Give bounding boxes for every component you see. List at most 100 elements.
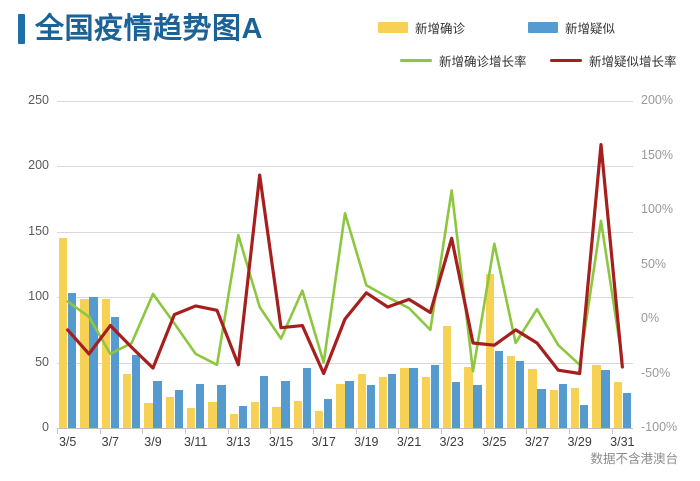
bar-confirmed[interactable] bbox=[613, 382, 623, 428]
x-axis-tick bbox=[185, 428, 186, 434]
gridline-50 bbox=[57, 362, 633, 364]
gridline-0 bbox=[57, 428, 633, 429]
bar-group bbox=[549, 101, 568, 428]
x-axis-tick-label: 3/17 bbox=[311, 435, 336, 449]
bar-suspect[interactable] bbox=[409, 367, 418, 428]
bar-confirmed[interactable] bbox=[186, 408, 196, 428]
bar-group bbox=[464, 101, 482, 428]
bar-confirmed[interactable] bbox=[506, 356, 516, 428]
bar-swatch-icon bbox=[378, 22, 408, 33]
bar-confirmed[interactable] bbox=[229, 413, 239, 428]
bar-confirmed[interactable] bbox=[528, 369, 537, 428]
x-axis-tick-label: 3/25 bbox=[482, 435, 507, 449]
bar-confirmed[interactable] bbox=[80, 298, 89, 428]
y-axis-left-tick-label: 150 bbox=[28, 223, 49, 238]
bar-group bbox=[400, 101, 418, 428]
y-axis-left-tick-label: 200 bbox=[28, 158, 49, 173]
bar-suspect[interactable] bbox=[238, 405, 248, 428]
y-axis-right-tick-label: 50% bbox=[641, 256, 667, 271]
bar-suspect[interactable] bbox=[537, 388, 546, 428]
bar-suspect[interactable] bbox=[302, 367, 312, 428]
bar-confirmed[interactable] bbox=[442, 326, 452, 428]
bar-confirmed[interactable] bbox=[549, 390, 559, 428]
bar-confirmed[interactable] bbox=[208, 401, 217, 428]
bar-suspect[interactable] bbox=[345, 380, 354, 428]
bar-confirmed[interactable] bbox=[314, 411, 324, 428]
bar-suspect[interactable] bbox=[174, 390, 184, 428]
bar-suspect[interactable] bbox=[558, 383, 568, 428]
legend-item-0[interactable]: 新增确诊 bbox=[378, 18, 528, 37]
y-axis-right-tick-label: 0% bbox=[641, 311, 660, 325]
bar-group bbox=[186, 101, 205, 428]
bar-confirmed[interactable] bbox=[250, 401, 260, 428]
bar-group bbox=[357, 101, 376, 428]
y-axis-right-tick-label: -100% bbox=[641, 420, 678, 434]
legend-item-label: 新增确诊 bbox=[415, 22, 466, 36]
bar-suspect[interactable] bbox=[515, 361, 525, 428]
y-axis-right-tick-label: -50% bbox=[641, 365, 671, 380]
bar-confirmed[interactable] bbox=[165, 396, 175, 428]
bar-confirmed[interactable] bbox=[485, 273, 495, 428]
bar-swatch-icon bbox=[528, 22, 558, 33]
bar-group bbox=[293, 101, 312, 428]
bar-suspect[interactable] bbox=[366, 384, 376, 428]
legend-item-1[interactable]: 新增疑似 bbox=[528, 18, 690, 37]
bar-suspect[interactable] bbox=[89, 297, 98, 428]
bar-suspect[interactable] bbox=[387, 374, 397, 428]
bar-confirmed[interactable] bbox=[122, 374, 132, 428]
data-source-note: 数据不含港澳台 bbox=[590, 452, 678, 466]
bar-suspect[interactable] bbox=[153, 380, 162, 428]
bar-confirmed[interactable] bbox=[400, 367, 409, 428]
chart-plot-area bbox=[57, 101, 633, 429]
bar-suspect[interactable] bbox=[131, 354, 141, 428]
legend-item-2[interactable]: 新增确诊增长率 bbox=[400, 51, 528, 70]
bar-confirmed[interactable] bbox=[293, 400, 303, 428]
bar-suspect[interactable] bbox=[281, 380, 290, 428]
bar-group bbox=[250, 101, 269, 428]
bar-suspect[interactable] bbox=[323, 399, 333, 428]
line-series-confirmed-rate bbox=[66, 189, 624, 373]
bar-confirmed[interactable] bbox=[592, 365, 601, 428]
x-axis-tick-label: 3/9 bbox=[144, 435, 162, 449]
bar-suspect[interactable] bbox=[259, 375, 269, 428]
bar-group bbox=[80, 101, 98, 428]
bar-suspect[interactable] bbox=[195, 383, 205, 428]
bar-suspect[interactable] bbox=[473, 384, 482, 428]
bar-confirmed[interactable] bbox=[336, 383, 345, 428]
bar-suspect[interactable] bbox=[430, 365, 440, 428]
bar-confirmed[interactable] bbox=[272, 407, 281, 428]
x-axis-tick bbox=[57, 428, 58, 434]
bar-confirmed[interactable] bbox=[58, 238, 68, 428]
bar-suspect[interactable] bbox=[110, 316, 120, 428]
bar-confirmed[interactable] bbox=[570, 387, 580, 428]
x-axis-tick-label: 3/13 bbox=[226, 435, 251, 449]
y-axis-left-tick-label: 250 bbox=[28, 93, 49, 107]
bar-confirmed[interactable] bbox=[378, 377, 388, 428]
bar-suspect[interactable] bbox=[451, 382, 461, 428]
x-axis: 3/5 3/7 3/9 3/11 3/13 3/15 3/17 3/19 3/21 3/23 3/2… bbox=[57, 428, 635, 458]
bar-confirmed[interactable] bbox=[144, 403, 153, 428]
x-axis-tick-label: 3/5 bbox=[58, 435, 77, 449]
bar-group bbox=[570, 101, 589, 428]
y-axis-right-tick-label: 150% bbox=[641, 147, 673, 162]
bar-group bbox=[442, 101, 461, 428]
y-axis-left-tick-label: 50 bbox=[35, 354, 49, 369]
bar-suspect[interactable] bbox=[579, 404, 589, 428]
bar-suspect[interactable] bbox=[217, 384, 226, 428]
bar-group bbox=[506, 101, 525, 428]
x-axis-tick-label: 3/23 bbox=[439, 435, 464, 449]
x-axis-tick bbox=[569, 428, 570, 434]
bar-confirmed[interactable] bbox=[421, 377, 431, 428]
title-accent-bar-icon bbox=[18, 14, 25, 44]
bar-confirmed[interactable] bbox=[357, 374, 367, 428]
gridline-100 bbox=[57, 297, 633, 299]
bar-confirmed[interactable] bbox=[464, 366, 473, 428]
legend-item-3[interactable]: 新增疑似增长率 bbox=[550, 51, 690, 70]
bar-suspect[interactable] bbox=[601, 370, 610, 428]
bar-suspect[interactable] bbox=[494, 350, 504, 428]
y-axis-right-tick-label: 100% bbox=[641, 202, 673, 216]
bar-suspect[interactable] bbox=[622, 392, 632, 428]
x-axis-tick-label: 3/19 bbox=[354, 435, 379, 449]
bar-confirmed[interactable] bbox=[101, 298, 111, 428]
bar-suspect[interactable] bbox=[67, 293, 77, 428]
